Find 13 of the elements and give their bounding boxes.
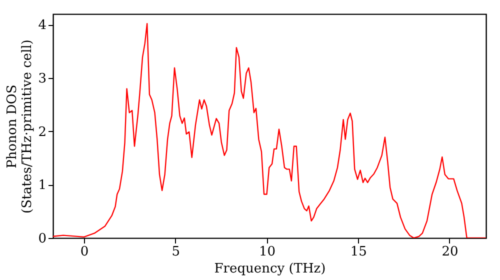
y-tick-label: 1	[38, 178, 46, 194]
y-axis-title: Phonon DOS (States/THz·primitive cell)	[5, 39, 36, 214]
x-tick-label: 10	[258, 244, 276, 260]
y-tick-label: 3	[38, 72, 46, 86]
x-axis-title: Frequency (THz)	[214, 262, 326, 276]
y-tick-label: 2	[38, 124, 46, 140]
x-tick-label: 20	[442, 244, 458, 260]
y-tick-label: 4	[38, 18, 46, 34]
x-tick-label: 0	[80, 244, 89, 260]
x-tick-label: 5	[172, 244, 180, 260]
y-tick-label: 0	[38, 232, 46, 246]
x-tick-label: 15	[350, 244, 367, 260]
line-series	[53, 23, 486, 238]
